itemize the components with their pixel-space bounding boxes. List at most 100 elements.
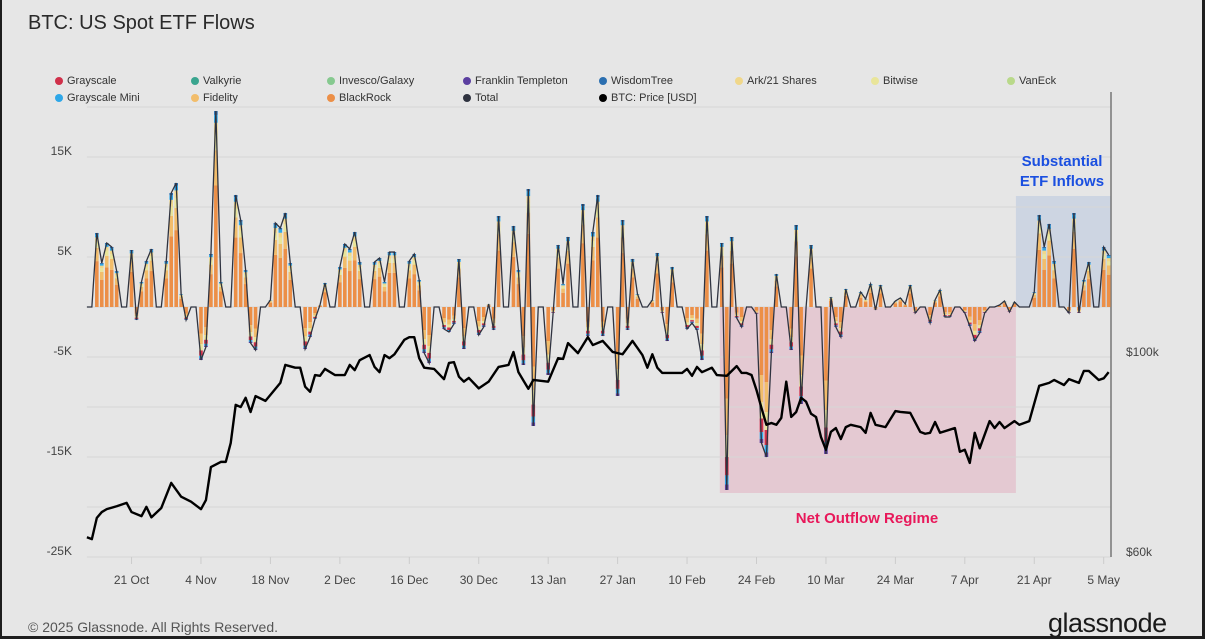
flow-bar-grayscale (447, 327, 451, 330)
flow-bar-fidelity (288, 271, 293, 280)
flow-bar-blackrock (372, 279, 377, 307)
flow-bar-fidelity (109, 259, 114, 270)
legend-item[interactable]: Grayscale Mini (55, 91, 191, 105)
flow-bar-fidelity (496, 234, 501, 251)
flow-bar-wisdomtree (1106, 255, 1111, 257)
flow-bar-blackrock (963, 307, 967, 310)
flow-bar-fidelity (769, 330, 774, 340)
flow-bar-blackrock (903, 305, 908, 307)
flow-bar-bitwise (868, 286, 873, 289)
legend-item[interactable]: Invesco/Galaxy (327, 74, 463, 88)
flow-bar-ark-21-shares (1106, 258, 1111, 262)
flow-bar-blackrock (908, 293, 913, 307)
legend-dot-icon (735, 77, 743, 85)
flow-bar-bitwise (858, 293, 863, 295)
flow-bar-fidelity (204, 327, 208, 335)
flow-bar-blackrock (253, 307, 258, 329)
flow-bar-blackrock (347, 271, 352, 307)
flow-bar-fidelity (422, 330, 426, 340)
flow-bar-bitwise (114, 275, 119, 279)
flow-bar-blackrock (1082, 290, 1086, 307)
legend-item[interactable]: Fidelity (191, 91, 327, 105)
flow-bar-fidelity (357, 271, 362, 280)
flow-bar-blackrock (581, 243, 585, 307)
flow-bar-fidelity (199, 333, 203, 345)
flow-bar-fidelity (457, 268, 461, 278)
flow-bar-blackrock (323, 292, 327, 307)
inflow-region (1015, 196, 1111, 307)
flow-bar-fidelity (387, 263, 392, 273)
flow-bar-fidelity (214, 150, 218, 186)
legend-item[interactable]: BlackRock (327, 91, 463, 105)
flow-bar-fidelity (1037, 233, 1042, 250)
flow-bar-blackrock (516, 284, 521, 307)
flow-bar-fidelity (1007, 309, 1012, 311)
flow-bar-grayscale-mini (99, 263, 104, 266)
flow-bar-bitwise (377, 263, 382, 268)
flow-bar-blackrock (134, 307, 139, 314)
legend-item[interactable]: Total (463, 91, 599, 105)
flow-bar-blackrock (724, 307, 729, 399)
flow-bar-bitwise (769, 339, 774, 345)
price-tick-label: $100k (1126, 345, 1160, 359)
flow-bar-bitwise (357, 267, 362, 271)
chart-title: BTC: US Spot ETF Flows (28, 12, 255, 34)
flow-bar-fidelity (898, 299, 903, 302)
y-tick-label: 15K (51, 144, 72, 158)
flow-bar-bitwise (566, 245, 570, 251)
flow-bar-blackrock (149, 271, 154, 307)
flow-bar-fidelity (789, 328, 794, 338)
flow-bar-fidelity (650, 301, 655, 303)
flow-bar-fidelity (149, 260, 154, 272)
flow-bar-bitwise (863, 299, 868, 301)
flow-bar-blackrock (863, 302, 868, 307)
flow-bar-blackrock (1042, 269, 1046, 307)
flow-bar-fidelity (1002, 302, 1007, 304)
legend-item[interactable]: Bitwise (871, 74, 1007, 88)
x-tick-label: 21 Apr (1017, 573, 1052, 587)
flow-bar-fidelity (893, 302, 898, 304)
flow-bar-fidelity (670, 275, 674, 283)
flow-bar-blackrock (238, 253, 243, 307)
legend-item[interactable]: Ark/21 Shares (735, 74, 871, 88)
legend-dot-icon (191, 94, 199, 102)
flow-bar-blackrock (1101, 269, 1106, 307)
flow-bar-fidelity (164, 270, 169, 279)
legend-item[interactable]: VanEck (1007, 74, 1143, 88)
flow-bar-bitwise (283, 224, 288, 232)
flow-bar-bitwise (323, 285, 327, 288)
y-tick-label: -5K (53, 344, 72, 358)
btc-price-line (86, 335, 1110, 541)
flow-bar-blackrock (556, 268, 560, 307)
flow-bar-fidelity (700, 333, 704, 345)
flow-bar-blackrock (774, 286, 779, 307)
flow-bar-blackrock (204, 307, 208, 327)
flow-bar-blackrock (635, 298, 640, 307)
legend-item[interactable]: BTC: Price [USD] (599, 91, 735, 105)
y-tick-label: -15K (47, 444, 72, 458)
flow-bar-bitwise (1042, 254, 1046, 259)
legend-item[interactable]: WisdomTree (599, 74, 735, 88)
flow-bar-blackrock (700, 307, 704, 334)
flow-bar-blackrock (1032, 297, 1037, 307)
flow-bar-bitwise (149, 255, 154, 261)
legend-item[interactable]: Valkyrie (191, 74, 327, 88)
flow-bar-ark-21-shares (169, 199, 174, 207)
flow-bar-fidelity (943, 312, 947, 314)
flow-bar-ark-21-shares (377, 260, 382, 264)
x-tick-label: 10 Feb (668, 573, 706, 587)
flow-bar-blackrock (595, 237, 600, 307)
flow-bar-fidelity (347, 260, 352, 272)
x-tick-label: 27 Jan (600, 573, 636, 587)
flow-bar-bitwise (219, 285, 223, 287)
x-tick-label: 10 Mar (807, 573, 844, 587)
flow-bar-fidelity (982, 310, 987, 312)
flow-bar-grayscale-mini (1106, 256, 1111, 259)
legend-item[interactable]: Franklin Templeton (463, 74, 599, 88)
flow-bar-blackrock (447, 307, 451, 320)
flow-bar-grayscale (967, 322, 972, 325)
flow-bar-fidelity (967, 316, 972, 321)
flow-bar-fidelity (174, 207, 178, 231)
legend-item[interactable]: Grayscale (55, 74, 191, 88)
flow-bar-bitwise (476, 326, 481, 330)
